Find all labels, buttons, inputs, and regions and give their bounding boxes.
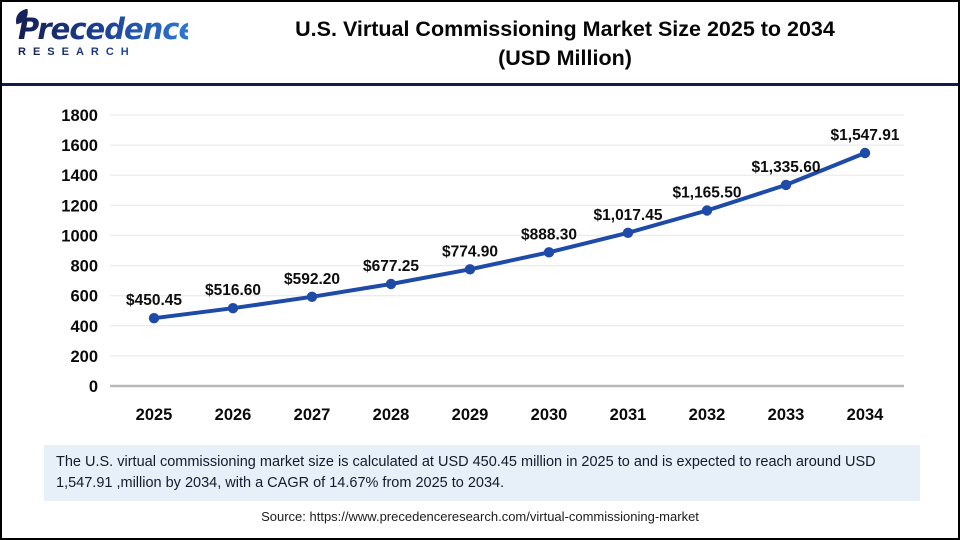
x-axis-label: 2031 bbox=[610, 406, 647, 424]
y-tick-label: 600 bbox=[70, 288, 98, 306]
header: Precedence RESEARCH U.S. Virtual Commiss… bbox=[2, 2, 958, 86]
data-point bbox=[306, 291, 318, 302]
data-label: $677.25 bbox=[363, 258, 419, 275]
y-tick-label: 1800 bbox=[61, 107, 98, 125]
chart-title: U.S. Virtual Commissioning Market Size 2… bbox=[192, 2, 938, 86]
x-axis-label: 2033 bbox=[768, 406, 805, 424]
source-line: Source: https://www.precedenceresearch.c… bbox=[261, 509, 699, 524]
data-point bbox=[464, 264, 476, 275]
series-line bbox=[152, 151, 867, 321]
data-label: $1,017.45 bbox=[594, 207, 663, 224]
chart-title-line2: (USD Million) bbox=[498, 46, 632, 70]
data-label: $450.45 bbox=[126, 292, 182, 309]
data-point bbox=[385, 278, 397, 290]
data-label: $516.60 bbox=[205, 282, 261, 299]
x-axis-label: 2029 bbox=[452, 406, 489, 424]
brand-name-text: Precedence bbox=[18, 12, 198, 46]
y-tick-label: 1000 bbox=[61, 227, 98, 245]
data-point bbox=[780, 179, 792, 191]
y-tick-label: 400 bbox=[70, 318, 98, 336]
brand-logo: Precedence RESEARCH bbox=[16, 9, 188, 58]
data-point bbox=[227, 303, 239, 314]
y-tick-label: 0 bbox=[89, 378, 98, 396]
y-tick-label: 1400 bbox=[61, 167, 98, 185]
line-chart: 0 200 400 600 800 1000 1200 1400 1600 1800 2025 202… bbox=[61, 107, 904, 424]
x-axis-label: 2034 bbox=[847, 406, 885, 424]
x-axis-label: 2025 bbox=[136, 406, 173, 424]
brand-name: Precedence bbox=[16, 9, 188, 44]
x-axis-label: 2032 bbox=[689, 406, 726, 424]
data-label: $592.20 bbox=[284, 271, 340, 288]
x-axis-label: 2028 bbox=[373, 406, 410, 424]
data-label: $1,547.91 bbox=[831, 127, 900, 144]
data-point bbox=[859, 147, 871, 159]
leaf-icon bbox=[16, 9, 28, 25]
data-point bbox=[148, 313, 160, 324]
data-label: $1,335.60 bbox=[752, 159, 821, 176]
data-point bbox=[622, 227, 634, 238]
y-tick-label: 1200 bbox=[61, 197, 98, 215]
x-axis-label: 2027 bbox=[294, 406, 331, 424]
data-label: $888.30 bbox=[521, 226, 577, 243]
x-axis-label: 2026 bbox=[215, 406, 252, 424]
data-point bbox=[543, 247, 555, 258]
y-tick-label: 200 bbox=[70, 348, 98, 366]
data-label: $1,165.50 bbox=[673, 185, 742, 202]
summary-note: The U.S. virtual commissioning market si… bbox=[44, 445, 920, 501]
y-tick-label: 1600 bbox=[61, 137, 98, 155]
brand-subtitle: RESEARCH bbox=[18, 46, 188, 58]
y-tick-label: 800 bbox=[70, 258, 98, 276]
data-point bbox=[701, 205, 713, 216]
chart-title-line1: U.S. Virtual Commissioning Market Size 2… bbox=[295, 17, 835, 41]
x-axis-label: 2030 bbox=[531, 406, 568, 424]
data-label: $774.90 bbox=[442, 243, 498, 260]
